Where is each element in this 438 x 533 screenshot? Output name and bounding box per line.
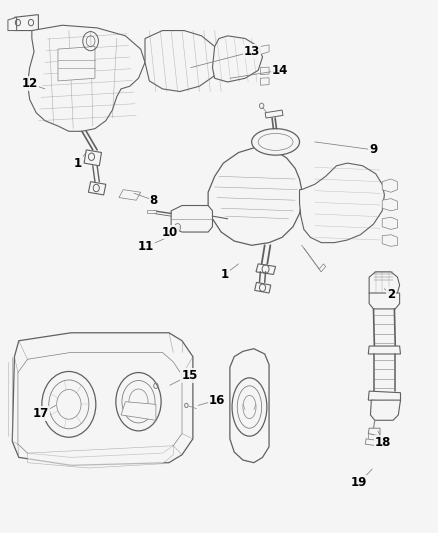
Text: 1: 1	[74, 157, 81, 169]
Text: 16: 16	[208, 393, 225, 407]
Polygon shape	[14, 14, 39, 30]
Polygon shape	[171, 206, 212, 232]
Text: 14: 14	[272, 64, 288, 77]
Polygon shape	[145, 30, 219, 92]
Polygon shape	[300, 163, 385, 243]
Polygon shape	[369, 272, 399, 298]
Ellipse shape	[42, 372, 96, 437]
Text: 10: 10	[162, 225, 178, 239]
Ellipse shape	[232, 378, 267, 436]
Text: 9: 9	[369, 143, 378, 156]
Polygon shape	[230, 349, 269, 463]
Polygon shape	[382, 235, 397, 246]
Polygon shape	[382, 179, 397, 192]
Polygon shape	[368, 391, 400, 402]
Text: 11: 11	[138, 240, 154, 253]
Ellipse shape	[252, 128, 300, 155]
Text: 18: 18	[375, 436, 391, 449]
Polygon shape	[147, 211, 156, 214]
Polygon shape	[18, 352, 182, 457]
Polygon shape	[8, 17, 17, 30]
Polygon shape	[84, 150, 102, 166]
Polygon shape	[119, 190, 141, 200]
Polygon shape	[212, 36, 262, 82]
Polygon shape	[208, 147, 302, 245]
Polygon shape	[58, 46, 95, 81]
Polygon shape	[368, 346, 400, 354]
Polygon shape	[265, 110, 283, 118]
Polygon shape	[260, 45, 269, 54]
Text: 15: 15	[181, 369, 198, 382]
Polygon shape	[12, 333, 193, 465]
Polygon shape	[382, 199, 397, 211]
Text: 19: 19	[351, 477, 367, 489]
Polygon shape	[365, 439, 378, 446]
Polygon shape	[88, 182, 106, 195]
Text: 8: 8	[150, 193, 158, 207]
Polygon shape	[28, 25, 145, 131]
Ellipse shape	[49, 380, 89, 429]
Polygon shape	[319, 264, 325, 272]
Polygon shape	[371, 400, 400, 420]
Polygon shape	[382, 217, 397, 229]
Polygon shape	[260, 78, 269, 85]
Polygon shape	[260, 67, 269, 75]
Text: 2: 2	[387, 288, 395, 301]
Ellipse shape	[122, 381, 155, 423]
Text: 13: 13	[244, 45, 260, 58]
Polygon shape	[369, 293, 399, 309]
Ellipse shape	[237, 386, 261, 428]
Polygon shape	[256, 264, 276, 274]
Ellipse shape	[116, 373, 161, 431]
Text: 12: 12	[21, 77, 38, 90]
Polygon shape	[28, 446, 173, 468]
Text: 1: 1	[221, 268, 229, 281]
Text: 17: 17	[32, 407, 49, 421]
Polygon shape	[121, 402, 156, 420]
Polygon shape	[254, 282, 271, 293]
Polygon shape	[368, 428, 380, 436]
